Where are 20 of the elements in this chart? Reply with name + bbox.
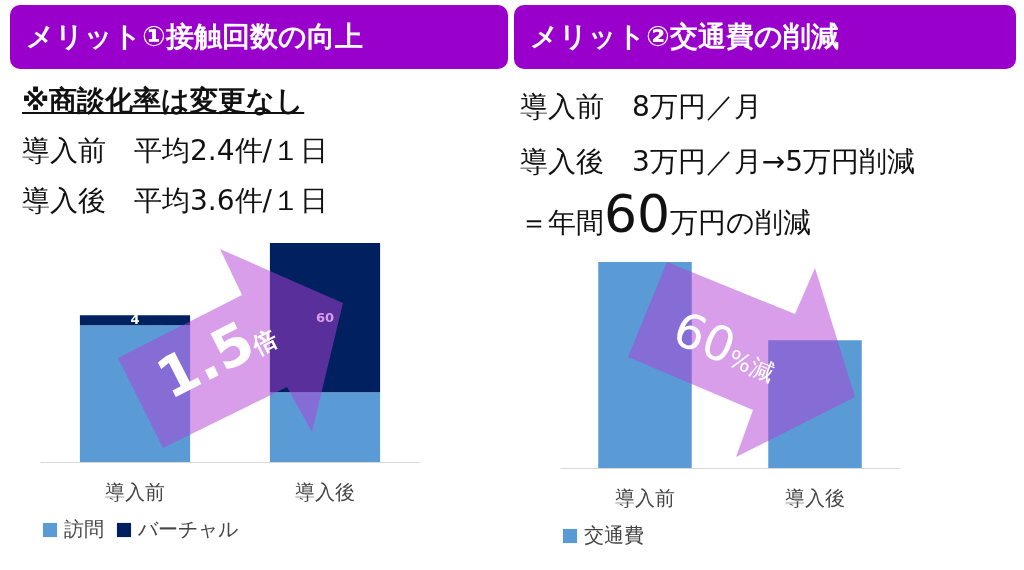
text: 導入後 3万円／月→5万円削減 xyxy=(520,144,916,180)
legend-label: 交通費 xyxy=(584,523,644,547)
x-tick-label: 導入前 xyxy=(615,485,675,510)
chart-title: メリット①接触回数の向上 xyxy=(10,5,508,69)
legend-label: 訪問 xyxy=(64,517,104,541)
text: 導入前 平均2.4件/１日 xyxy=(22,133,328,169)
text: 導入後 平均3.6件/１日 xyxy=(22,183,328,219)
x-tick-label: 導入後 xyxy=(785,485,845,510)
annotation: 1.5倍 xyxy=(146,308,283,412)
chart-title: メリット②交通費の削減 xyxy=(514,5,1016,69)
text: 導入前 8万円／月 xyxy=(520,89,762,125)
x-tick-label: 導入前 xyxy=(105,479,165,504)
annotation: 60%減 xyxy=(665,300,779,388)
data-label: 60 xyxy=(315,309,335,325)
text: ＝年間60万円の削減 xyxy=(520,184,812,244)
bar xyxy=(269,392,381,462)
x-tick-label: 導入後 xyxy=(295,479,355,504)
legend-label: バーチャル xyxy=(137,517,238,541)
data-label: 4 xyxy=(130,312,140,328)
chart-subtitle: ※商談化率は変更なし xyxy=(22,83,305,119)
